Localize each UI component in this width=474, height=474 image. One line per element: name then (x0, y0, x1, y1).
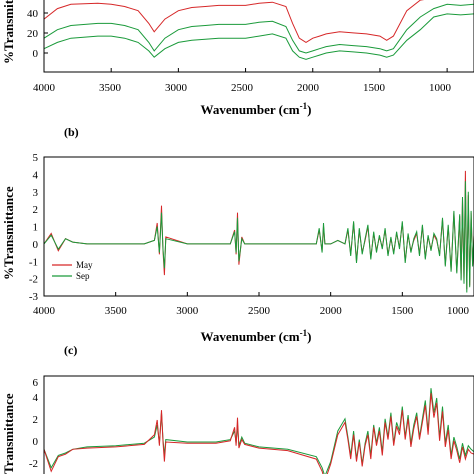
x-axis-title-text: Wavenumber (cm (201, 329, 300, 344)
legend-label-sep: Sep (76, 271, 90, 281)
x-axis-title-text: Wavenumber (cm (201, 102, 300, 117)
y-tick-label: 1 (33, 222, 39, 234)
panel-a-y-axis-title: %Transmittance (1, 0, 16, 64)
panel-b-plot (43, 170, 474, 296)
x-tick-label: 1500 (363, 82, 386, 94)
panel-c-frame (43, 375, 474, 474)
y-tick-label: 2 (33, 414, 39, 426)
panel-b-series-line-may (43, 170, 474, 290)
panel-a-plot (43, 0, 474, 72)
panel-b-y-axis-title: %Transmittance (1, 186, 16, 280)
panel-b-y-ticks: -3 -2 -1 0 1 2 3 4 5 (29, 152, 39, 303)
y-tick-label: -3 (29, 291, 39, 303)
panel-a-series-line-0 (43, 13, 474, 60)
panel-b-frame (43, 156, 474, 297)
panel-b-x-axis-title: Wavenumber (cm-1) (201, 328, 312, 344)
y-tick-label: 0 (33, 48, 39, 60)
panel-a-series-line-2 (43, 0, 425, 43)
panel-a-x-axis-title: Wavenumber (cm-1) (201, 101, 312, 117)
y-tick-label: -2 (29, 274, 38, 286)
x-tick-label: 3000 (165, 82, 188, 94)
y-tick-label: 6 (33, 377, 39, 389)
y-tick-label: 40 (27, 8, 39, 20)
panel-b-series-line-sep (43, 181, 474, 293)
panel-b-x-ticks: 4000 3500 3000 2500 2000 1500 1000 (33, 305, 470, 317)
x-axis-title-close: ) (307, 329, 311, 344)
y-tick-label: 0 (33, 239, 39, 251)
x-tick-label: 2500 (231, 82, 254, 94)
y-tick-label: 20 (27, 28, 39, 40)
x-tick-label: 3500 (105, 305, 128, 317)
x-tick-label: 1000 (429, 82, 452, 94)
panel-c-y-axis-title: Transmittance (1, 393, 16, 474)
y-tick-label: 0 (33, 436, 39, 448)
panel-c-label: (c) (64, 343, 77, 357)
y-tick-label: 4 (33, 169, 39, 181)
panel-c: (c) -2 0 2 4 6 Transmittance (1, 343, 474, 474)
panel-b: (b) -3 -2 -1 0 1 2 3 4 5 %Transmittance … (1, 125, 474, 344)
panel-c-y-ticks: -2 0 2 4 6 (29, 377, 39, 470)
panel-b-label: (b) (64, 125, 79, 139)
y-tick-label: -2 (29, 458, 38, 470)
y-tick-label: 3 (33, 187, 39, 199)
panel-a-y-ticks: 0 20 40 (27, 8, 48, 60)
y-tick-label: 2 (33, 204, 39, 216)
legend-label-may: May (76, 260, 93, 270)
y-tick-label: 4 (33, 392, 39, 404)
x-tick-label: 1000 (447, 305, 470, 317)
x-tick-label: 4000 (33, 82, 56, 94)
x-tick-label: 3000 (176, 305, 199, 317)
x-tick-label: 2000 (320, 305, 343, 317)
panel-c-series-line-1 (43, 393, 474, 474)
panel-b-legend: May Sep (52, 260, 93, 281)
panel-a-x-ticks: 4000 3500 3000 2500 2000 1500 1000 (33, 82, 452, 94)
panel-a: 0 20 40 %Transmittance 4000 3500 3000 25… (1, 0, 474, 117)
x-axis-title-sup: -1 (300, 328, 308, 338)
x-tick-label: 3500 (99, 82, 122, 94)
x-tick-label: 1500 (391, 305, 414, 317)
y-tick-label: -1 (29, 256, 38, 268)
x-tick-label: 2500 (248, 305, 271, 317)
y-tick-label: 5 (33, 152, 39, 164)
x-tick-label: 4000 (33, 305, 56, 317)
x-axis-title-sup: -1 (300, 101, 308, 111)
panel-a-frame (43, 0, 474, 73)
x-tick-label: 2000 (297, 82, 320, 94)
panel-a-series-line-1 (43, 3, 474, 54)
panel-c-plot (43, 388, 474, 474)
x-axis-title-close: ) (307, 102, 311, 117)
